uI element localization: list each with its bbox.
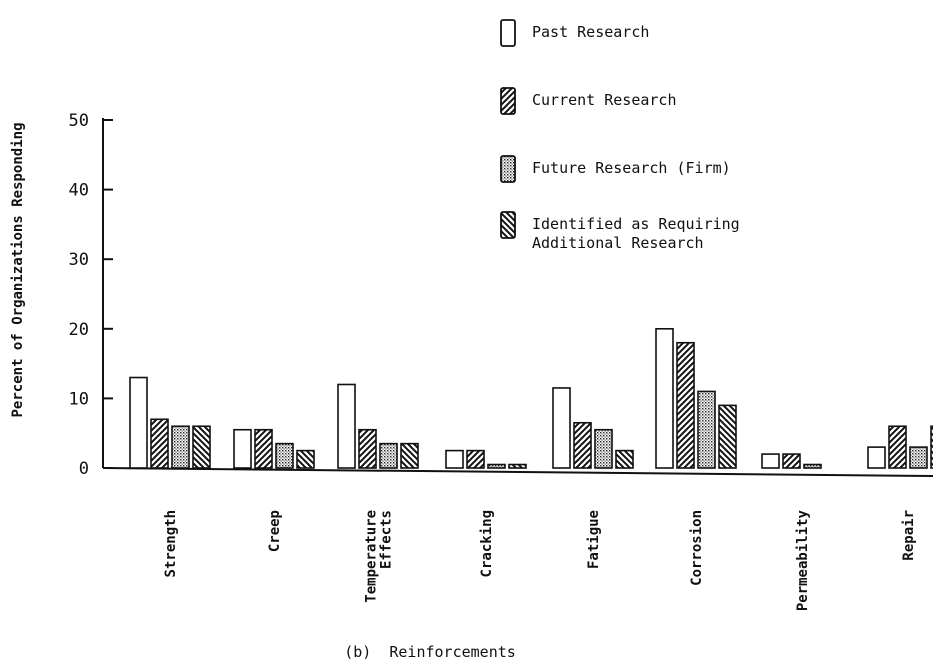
category-label: Fatigue — [586, 510, 602, 569]
legend-swatch — [500, 87, 516, 115]
bar-3-7 — [803, 463, 822, 469]
legend-swatch — [500, 211, 516, 239]
bar-4-1 — [192, 425, 211, 469]
legend-label: Identified as Requiring — [532, 215, 740, 233]
bar-2-5 — [573, 421, 592, 469]
legend-swatch — [500, 155, 516, 183]
bar-2-2 — [254, 428, 273, 469]
category-label: Temperature — [364, 510, 380, 603]
legend: Past Research Current Research Future Rese… — [500, 19, 740, 252]
bar-1-7 — [761, 453, 780, 469]
category-label: Creep — [267, 510, 283, 552]
bar-1-4 — [445, 449, 464, 469]
y-tick-label: 30 — [69, 250, 89, 270]
bar-4-6 — [718, 404, 737, 469]
chart-title: (b) Reinforcements — [344, 643, 516, 661]
legend-label: Future Research (Firm) — [532, 159, 731, 177]
bar-3-2 — [275, 442, 294, 469]
bar-4-5 — [615, 449, 634, 469]
legend-label: Current Research — [532, 91, 677, 109]
bars — [129, 327, 933, 469]
bar-3-8 — [909, 446, 928, 469]
bar-2-1 — [150, 418, 169, 469]
bar-2-3 — [358, 428, 377, 469]
y-tick-label: 40 — [69, 181, 89, 201]
bar-1-8 — [867, 446, 886, 469]
bar-4-2 — [296, 449, 315, 469]
category-label: Effects — [379, 510, 395, 569]
bar-3-1 — [171, 425, 190, 469]
bar-4-8 — [930, 425, 933, 469]
bar-1-6 — [655, 327, 674, 469]
y-tick-label: 0 — [79, 459, 89, 479]
legend-swatch — [500, 19, 516, 47]
bar-3-5 — [594, 428, 613, 469]
x-axis-line — [102, 467, 933, 477]
bar-1-5 — [552, 387, 571, 469]
bar-4-4 — [508, 463, 527, 469]
bar-3-4 — [487, 463, 506, 469]
bar-2-4 — [466, 449, 485, 469]
bar-4-3 — [400, 442, 419, 469]
legend-label: Additional Research — [532, 234, 704, 252]
bar-1-3 — [337, 383, 356, 469]
category-label: Cracking — [479, 510, 495, 577]
bar-3-6 — [697, 390, 716, 469]
category-label: Repair — [901, 510, 917, 561]
legend-label: Past Research — [532, 23, 649, 41]
bar-1-1 — [129, 376, 148, 469]
y-tick-label: 20 — [69, 320, 89, 340]
axes: 0 10 20 30 40 50 — [69, 111, 933, 479]
bar-1-2 — [233, 428, 252, 469]
bar-3-3 — [379, 442, 398, 469]
bar-2-7 — [782, 453, 801, 469]
category-label: Corrosion — [689, 510, 705, 586]
y-axis-label: Percent of Organizations Responding — [10, 122, 26, 417]
bar-2-6 — [676, 341, 695, 469]
bar-2-8 — [888, 425, 907, 469]
y-tick-label: 10 — [69, 389, 89, 409]
category-label: Permeability — [795, 509, 811, 611]
category-label: Strength — [163, 510, 179, 577]
category-labels: Strength Creep Temperature Effects Cracking F… — [163, 509, 917, 611]
y-tick-label: 50 — [69, 111, 89, 131]
